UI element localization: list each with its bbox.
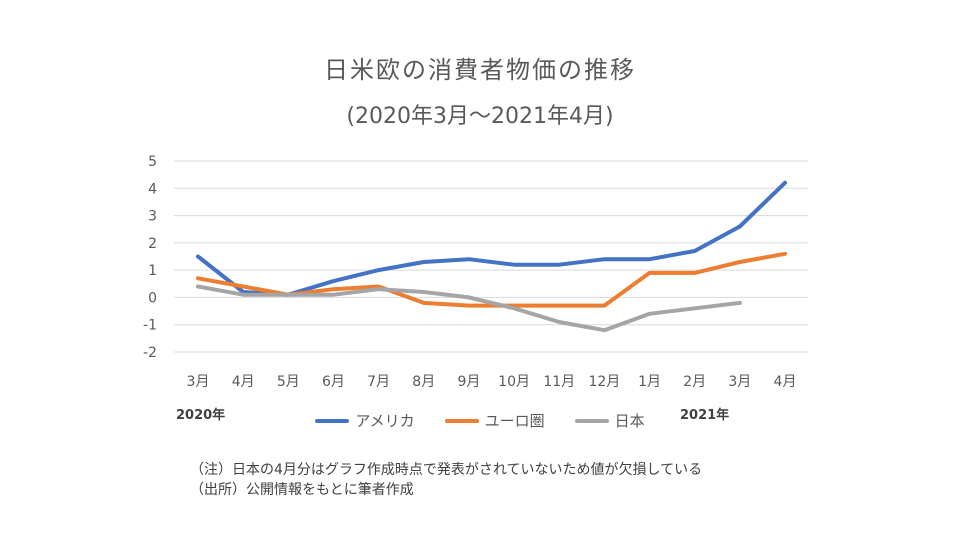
series-lines [196, 180, 787, 333]
y-tick-label: -2 [143, 345, 157, 361]
year-label-2020: 2020年 [176, 408, 226, 423]
legend-label-japan: 日本 [614, 412, 645, 430]
x-tick-label: 7月 [367, 374, 390, 390]
year-label-2021: 2021年 [680, 408, 730, 423]
y-tick-label: 0 [148, 290, 157, 306]
legend-label-eurozone: ユーロ圏 [484, 412, 545, 430]
legend-item-japan: 日本 [574, 410, 645, 431]
legend-swatch-america [315, 418, 350, 423]
x-tick-label: 2月 [683, 374, 706, 390]
x-tick-label: 12月 [588, 374, 620, 390]
x-tick-label: 3月 [187, 374, 210, 390]
x-tick-label: 11月 [543, 374, 575, 390]
y-tick-label: 2 [148, 236, 157, 252]
footnotes: （注）日本の4月分はグラフ作成時点で発表がされていないため値が欠損している （出… [190, 460, 702, 500]
x-tick-label: 6月 [322, 374, 345, 390]
x-tick-label: 10月 [498, 374, 530, 390]
x-tick-label: 5月 [277, 374, 300, 390]
x-axis-ticks: 3月 4月 5月 6月 7月 8月 9月 10月 11月 12月 1月 2月 3月 4月 [187, 374, 797, 390]
legend: アメリカ ユーロ圏 日本 [0, 410, 960, 431]
x-tick-label: 1月 [638, 374, 661, 390]
legend-label-america: アメリカ [355, 412, 415, 430]
legend-swatch-japan [574, 418, 609, 423]
y-tick-label: 4 [148, 181, 157, 197]
legend-item-america: アメリカ [315, 410, 415, 431]
series-line-2 [196, 284, 742, 333]
chart-subtitle: (2020年3月～2021年4月) [346, 104, 614, 129]
legend-item-eurozone: ユーロ圏 [444, 410, 545, 431]
x-tick-label: 9月 [457, 374, 480, 390]
chart-title: 日米欧の消費者物価の推移 [324, 56, 636, 84]
x-tick-label: 4月 [232, 374, 255, 390]
y-tick-label: 3 [148, 209, 157, 225]
x-tick-label: 4月 [774, 374, 797, 390]
y-tick-label: 1 [148, 263, 157, 279]
series-line-0 [196, 180, 787, 297]
y-tick-label: 5 [148, 154, 157, 170]
gridlines [174, 160, 808, 353]
y-tick-label: -1 [143, 318, 157, 334]
footnote-note: （注）日本の4月分はグラフ作成時点で発表がされていないため値が欠損している [190, 462, 703, 478]
footnote-source: （出所）公開情報をもとに筆者作成 [190, 482, 414, 498]
x-tick-label: 8月 [412, 374, 435, 390]
x-tick-label: 3月 [728, 374, 751, 390]
y-axis-ticks: 5 4 3 2 1 0 -1 -2 [143, 154, 157, 361]
legend-swatch-eurozone [444, 418, 479, 423]
